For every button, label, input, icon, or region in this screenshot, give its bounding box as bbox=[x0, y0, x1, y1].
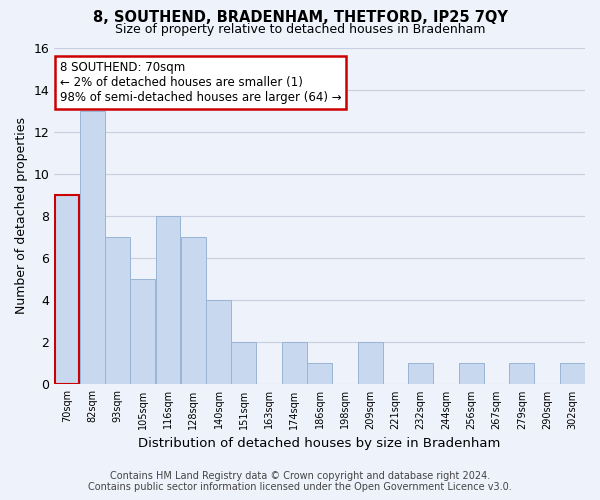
Text: Size of property relative to detached houses in Bradenham: Size of property relative to detached ho… bbox=[115, 22, 485, 36]
Bar bbox=[232, 342, 256, 384]
Bar bbox=[80, 110, 104, 384]
Bar bbox=[560, 364, 585, 384]
Bar bbox=[358, 342, 383, 384]
Bar bbox=[409, 364, 433, 384]
Bar bbox=[55, 195, 79, 384]
X-axis label: Distribution of detached houses by size in Bradenham: Distribution of detached houses by size … bbox=[139, 437, 501, 450]
Bar bbox=[282, 342, 307, 384]
Bar bbox=[459, 364, 484, 384]
Y-axis label: Number of detached properties: Number of detached properties bbox=[15, 118, 28, 314]
Bar bbox=[206, 300, 231, 384]
Bar bbox=[155, 216, 181, 384]
Bar bbox=[181, 237, 206, 384]
Bar bbox=[130, 279, 155, 384]
Text: 8, SOUTHEND, BRADENHAM, THETFORD, IP25 7QY: 8, SOUTHEND, BRADENHAM, THETFORD, IP25 7… bbox=[92, 10, 508, 25]
Bar bbox=[509, 364, 534, 384]
Bar bbox=[307, 364, 332, 384]
Text: Contains HM Land Registry data © Crown copyright and database right 2024.
Contai: Contains HM Land Registry data © Crown c… bbox=[88, 471, 512, 492]
Bar bbox=[105, 237, 130, 384]
Text: 8 SOUTHEND: 70sqm
← 2% of detached houses are smaller (1)
98% of semi-detached h: 8 SOUTHEND: 70sqm ← 2% of detached house… bbox=[59, 61, 341, 104]
